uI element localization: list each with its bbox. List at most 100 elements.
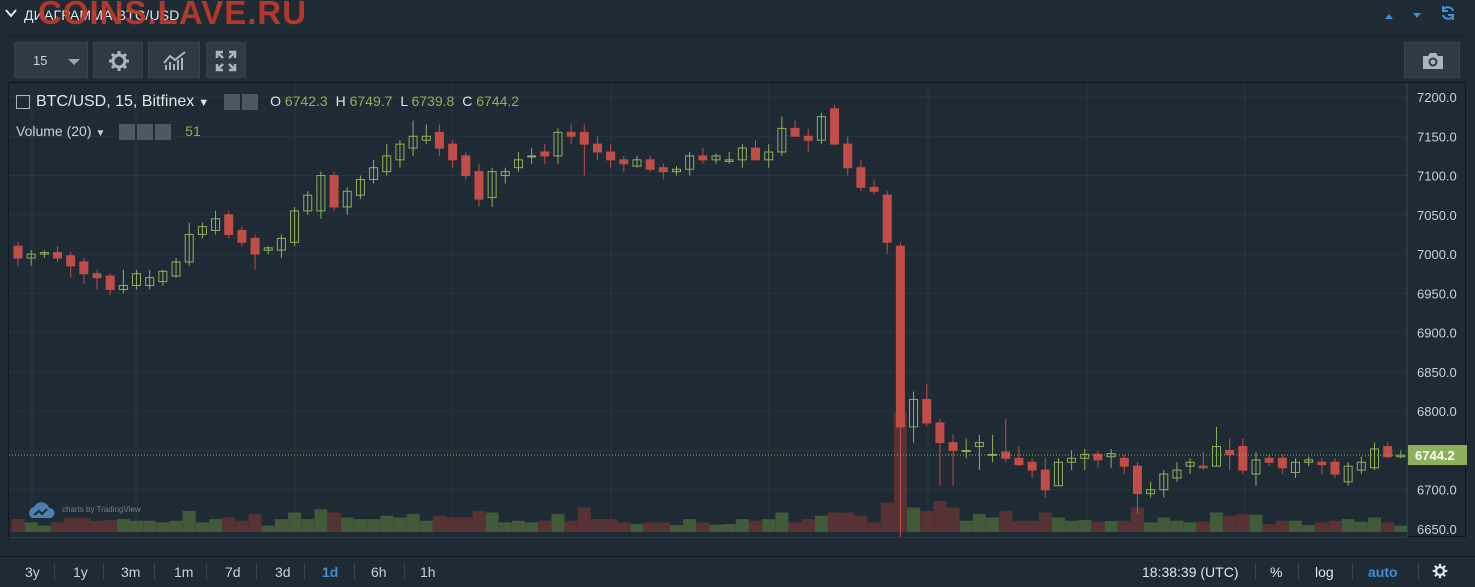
settings-button[interactable] <box>93 42 143 78</box>
move-down-icon[interactable] <box>1412 8 1422 26</box>
candle-body <box>421 135 431 141</box>
candle-body <box>764 151 774 161</box>
candle-body <box>1014 457 1024 466</box>
move-up-icon[interactable] <box>1384 8 1394 26</box>
volume-bar <box>1368 517 1382 532</box>
tradingview-logo[interactable] <box>26 502 56 525</box>
candle-body <box>737 147 747 161</box>
candle-body <box>66 255 76 267</box>
volume-label[interactable]: Volume (20) <box>16 123 92 139</box>
volume-bar <box>854 515 868 532</box>
volume-bar <box>156 522 170 532</box>
candle-body <box>909 398 919 428</box>
volume-bar <box>169 520 183 532</box>
range-3d[interactable]: 3d <box>275 564 291 580</box>
range-1y[interactable]: 1y <box>73 564 88 580</box>
candle-body <box>1370 448 1380 469</box>
candle-body <box>658 167 668 173</box>
screenshot-button[interactable] <box>1404 42 1460 78</box>
candle-body <box>1238 446 1248 471</box>
candle-body <box>171 261 181 277</box>
camera-icon <box>1423 53 1443 69</box>
candle-body <box>948 442 958 451</box>
price-chart[interactable]: 7200.0 7150.0 7100.0 7050.0 7000.0 6950.0 6900… <box>9 83 1467 538</box>
candle-body <box>355 178 365 196</box>
site-watermark: COINS.LAVE.RU <box>38 0 308 31</box>
volume-bar <box>380 515 394 532</box>
volume-bar <box>1025 520 1039 532</box>
chart-panel[interactable]: 7200.0 7150.0 7100.0 7050.0 7000.0 6950.0 6900… <box>8 82 1467 538</box>
volume-bar <box>525 522 539 532</box>
percent-toggle[interactable]: % <box>1270 564 1283 580</box>
footer-divider <box>1418 563 1419 580</box>
tradingview-credit[interactable]: charts by TradingView <box>62 505 141 514</box>
volume-bar <box>288 512 302 532</box>
candle-body <box>118 285 128 290</box>
eye-icon[interactable] <box>223 93 240 110</box>
candle-body <box>592 143 602 153</box>
volume-bar <box>498 522 512 532</box>
candle-body <box>342 190 352 208</box>
candle-body <box>263 247 273 251</box>
symbol-label[interactable]: BTC/USD, 15, Bitfinex <box>36 93 195 110</box>
candle-body <box>184 233 194 263</box>
y-tick-label: 7050.0 <box>1417 208 1457 223</box>
candle-body <box>1304 459 1314 463</box>
indicators-button[interactable] <box>148 42 200 78</box>
candle-body <box>1119 457 1129 467</box>
volume-value: 51 <box>185 123 201 139</box>
collapse-chevron-icon[interactable] <box>4 6 18 23</box>
volume-bar <box>999 510 1013 532</box>
candle-body <box>1277 457 1287 469</box>
volume-dropdown-icon[interactable]: ▼ <box>95 128 106 139</box>
range-1d[interactable]: 1d <box>322 564 339 580</box>
candle-body <box>1172 469 1182 479</box>
open-value: 6742.3 <box>284 93 328 109</box>
volume-bar <box>775 512 789 532</box>
page-title: ДИАГРАММА BTC/USD <box>24 7 180 23</box>
volume-bar <box>1275 520 1289 532</box>
range-1m[interactable]: 1m <box>174 564 194 580</box>
volume-bar <box>301 519 315 532</box>
auto-toggle[interactable]: auto <box>1368 564 1398 580</box>
volume-bar <box>24 522 38 532</box>
volume-bar <box>656 522 670 532</box>
range-6h[interactable]: 6h <box>371 564 387 580</box>
candle-body <box>382 155 392 173</box>
y-tick-label: 6700.0 <box>1417 483 1457 498</box>
candle-body <box>237 230 247 243</box>
symbol-dropdown-icon[interactable]: ▼ <box>198 97 210 109</box>
candle-body <box>369 167 379 180</box>
candle-body <box>1159 473 1169 491</box>
refresh-icon[interactable] <box>1440 5 1456 26</box>
volume-bar <box>1170 520 1184 532</box>
candle-body <box>500 171 510 177</box>
gear-icon[interactable] <box>137 124 154 141</box>
series-legend: BTC/USD, 15, Bitfinex ▼ O 6742.3 H 6749.7… <box>16 93 519 111</box>
volume-bar <box>986 517 1000 532</box>
candle-body <box>856 167 866 188</box>
log-toggle[interactable]: log <box>1315 564 1334 580</box>
fullscreen-button[interactable] <box>206 42 246 78</box>
candle-body <box>1093 453 1103 461</box>
candle-body <box>711 155 721 161</box>
candle-body <box>645 159 655 170</box>
candle-body <box>882 194 892 243</box>
interval-select[interactable]: 15 <box>14 42 88 78</box>
volume-bar <box>209 519 223 532</box>
range-1h[interactable]: 1h <box>420 564 436 580</box>
range-7d[interactable]: 7d <box>225 564 241 580</box>
gear-icon[interactable] <box>241 93 258 110</box>
volume-legend: Volume (20) ▼ 51 <box>16 123 201 141</box>
settings-gear-icon[interactable] <box>1432 563 1448 584</box>
utc-clock[interactable]: 18:38:39 (UTC) <box>1142 564 1239 580</box>
volume-bar <box>1209 512 1223 532</box>
eye-icon[interactable] <box>119 124 136 141</box>
close-icon[interactable] <box>155 124 172 141</box>
range-3y[interactable]: 3y <box>25 564 40 580</box>
range-3m[interactable]: 3m <box>121 564 141 580</box>
collapse-legend-icon[interactable] <box>16 94 30 109</box>
volume-bar <box>1183 522 1197 532</box>
y-tick-label: 7200.0 <box>1417 90 1457 105</box>
volume-bar <box>907 507 921 532</box>
